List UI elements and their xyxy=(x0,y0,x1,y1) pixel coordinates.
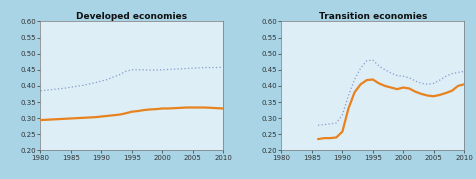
Title: Developed economies: Developed economies xyxy=(76,12,188,21)
Title: Transition economies: Transition economies xyxy=(318,12,427,21)
